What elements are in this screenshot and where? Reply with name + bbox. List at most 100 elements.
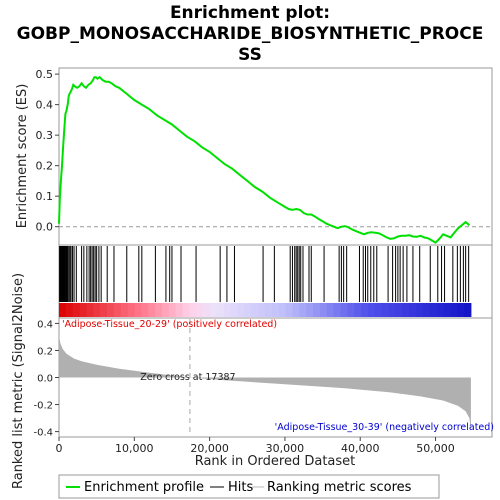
color-bar-segment — [155, 303, 163, 317]
chart-title-line-2: GOBP_MONOSACCHARIDE_BIOSYNTHETIC_PROCE — [17, 24, 484, 44]
metric-y-tick-label: -0.4 — [33, 428, 53, 439]
color-bar-segment — [415, 303, 424, 317]
color-bar-segment — [93, 303, 101, 317]
color-bar-segment — [127, 303, 136, 317]
metric-y-tick-label: 0.2 — [37, 346, 53, 357]
color-bar-segment — [436, 303, 444, 317]
color-bar-segment — [100, 303, 108, 317]
color-bar-segment — [464, 303, 472, 317]
color-bar-segment — [223, 303, 232, 317]
negative-phenotype-label: 'Adipose-Tissue_30-39' (negatively corre… — [275, 422, 494, 433]
color-bar-segment — [168, 303, 177, 317]
color-bar-segment — [141, 303, 149, 317]
color-bar-segment — [450, 303, 458, 317]
es-y-tick-label: 0.3 — [36, 129, 54, 142]
color-bar-segment — [79, 303, 87, 317]
color-bar-segment — [59, 303, 67, 317]
x-tick-label: 40,000 — [341, 442, 380, 455]
color-bar-segment — [258, 303, 266, 317]
es-y-axis: 0.0 0.1 0.2 0.3 0.4 0.5 — [36, 68, 492, 234]
metric-y-axis: -0.4 -0.2 0.0 0.2 0.4 — [33, 319, 59, 439]
color-bar-segment — [374, 303, 383, 317]
x-tick-label: 0 — [56, 442, 63, 455]
color-bar-segment — [361, 303, 369, 317]
color-bar-segment — [134, 303, 142, 317]
color-bar-segment — [148, 303, 156, 317]
color-bar-segment — [347, 303, 355, 317]
color-bar-segment — [175, 303, 184, 317]
es-y-tick-label: 0.5 — [36, 68, 54, 81]
color-bar-segment — [457, 303, 465, 317]
color-bar-segment — [182, 303, 190, 317]
color-bar-segment — [210, 303, 218, 317]
color-bar-segment — [161, 303, 170, 317]
es-y-axis-label: Enrichment score (ES) — [15, 84, 30, 229]
color-bar-segment — [86, 303, 94, 317]
color-bar-segment — [196, 303, 204, 317]
x-tick-label: 50,000 — [416, 442, 455, 455]
es-y-tick-label: 0.4 — [36, 99, 54, 112]
metric-y-axis-label: Ranked list metric (Signal2Noise) — [11, 273, 26, 489]
legend-label-enrichment: Enrichment profile — [84, 480, 204, 495]
enrichment-profile-line — [58, 75, 471, 244]
color-bar-segment — [333, 303, 341, 317]
color-bar-segment — [189, 303, 197, 317]
color-bar-segment — [367, 303, 376, 317]
color-bar-segment — [319, 303, 328, 317]
legend: Enrichment profile Hits Ranking metric s… — [58, 474, 440, 499]
legend-frame — [58, 474, 440, 499]
color-bar-segment — [388, 303, 396, 317]
color-bar-segment — [72, 303, 81, 317]
color-bar-segment — [381, 303, 390, 317]
color-bar-segment — [216, 303, 225, 317]
color-bar-segment — [313, 303, 321, 317]
color-bar-segment — [120, 303, 129, 317]
color-bar-segment — [402, 303, 410, 317]
legend-label-metric: Ranking metric scores — [267, 480, 412, 495]
metric-y-tick-label: 0.0 — [37, 374, 53, 385]
color-bar-segment — [285, 303, 293, 317]
color-bar-segment — [409, 303, 417, 317]
color-bar-segment — [264, 303, 273, 317]
color-bar-segment — [395, 303, 403, 317]
color-bar-segment — [340, 303, 348, 317]
color-bar-segment — [251, 303, 259, 317]
zero-cross-label: Zero cross at 17387 — [140, 372, 235, 383]
hit-markers — [59, 246, 470, 302]
color-bar-segment — [244, 303, 252, 317]
x-axis: 0 10,000 20,000 30,000 40,000 50,000 — [56, 437, 455, 455]
color-bar-segment — [107, 303, 115, 317]
color-bar-segment — [429, 303, 438, 317]
legend-label-hits: Hits — [228, 480, 253, 495]
ranking-metric-area — [59, 335, 471, 432]
es-y-tick-label: 0.0 — [36, 221, 54, 234]
color-bar-segment — [203, 303, 211, 317]
color-bar-segment — [113, 303, 122, 317]
es-panel-frame — [58, 67, 493, 246]
es-y-tick-label: 0.2 — [36, 160, 54, 173]
chart-title-line-1: Enrichment plot: — [170, 3, 330, 23]
positive-phenotype-label: 'Adipose-Tissue_20-29' (positively corre… — [62, 319, 277, 330]
es-y-tick-label: 0.1 — [36, 190, 54, 203]
ranked-list-color-bar — [59, 303, 472, 317]
chart-title-line-3: SS — [238, 45, 262, 65]
color-bar-segment — [230, 303, 238, 317]
x-tick-label: 20,000 — [190, 442, 229, 455]
color-bar-segment — [65, 303, 74, 317]
x-axis-label: Rank in Ordered Dataset — [195, 454, 356, 469]
x-tick-label: 30,000 — [266, 442, 305, 455]
color-bar-segment — [306, 303, 314, 317]
color-bar-segment — [237, 303, 245, 317]
color-bar-segment — [299, 303, 307, 317]
metric-y-tick-label: -0.2 — [33, 401, 53, 412]
color-bar-segment — [326, 303, 335, 317]
color-bar-segment — [422, 303, 431, 317]
x-tick-label: 10,000 — [115, 442, 154, 455]
color-bar-segment — [292, 303, 300, 317]
color-bar-segment — [354, 303, 362, 317]
metric-y-tick-label: 0.4 — [37, 319, 53, 330]
color-bar-segment — [278, 303, 287, 317]
color-bar-segment — [443, 303, 451, 317]
color-bar-segment — [271, 303, 280, 317]
